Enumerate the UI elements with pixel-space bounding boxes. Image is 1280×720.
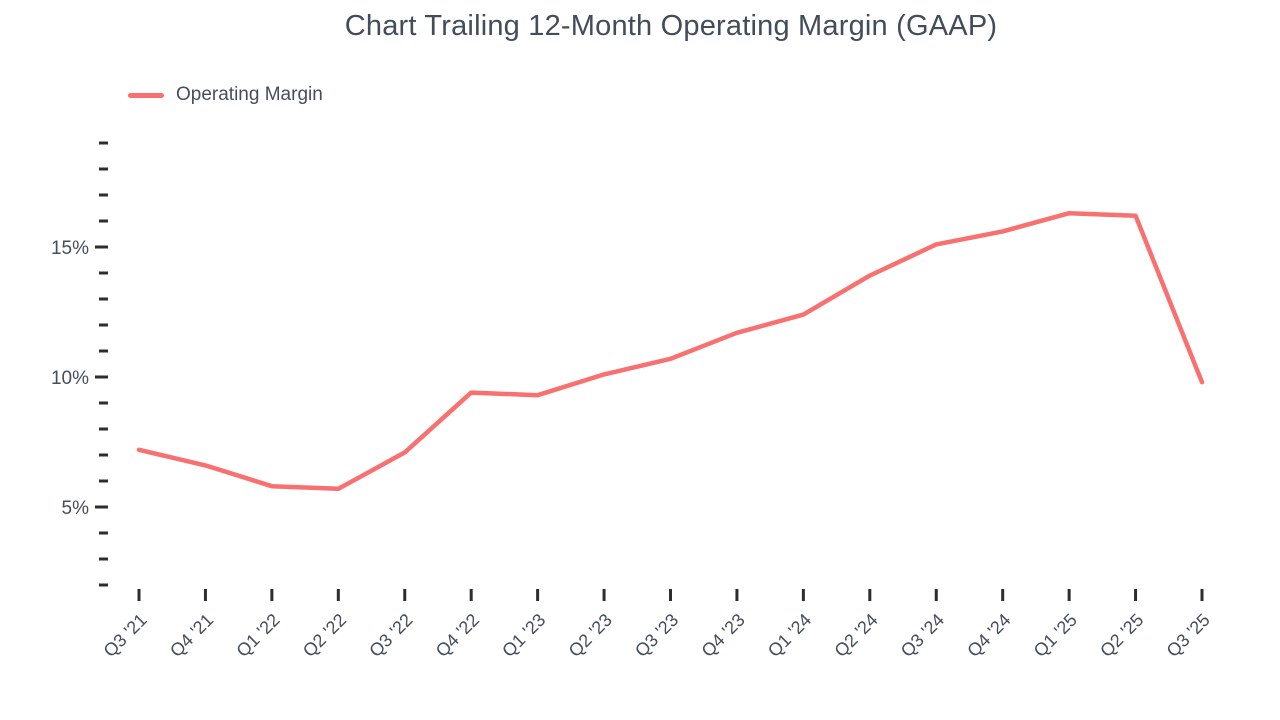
y-tick-label: 5% bbox=[62, 498, 90, 519]
y-tick-label: 15% bbox=[51, 238, 89, 259]
chart-title: Chart Trailing 12-Month Operating Margin… bbox=[344, 10, 998, 42]
x-tick-label: Q3 '22 bbox=[365, 610, 416, 661]
x-tick-label: Q4 '24 bbox=[963, 610, 1014, 661]
x-tick-label: Q3 '24 bbox=[897, 610, 948, 661]
operating-margin-line bbox=[136, 210, 1205, 492]
y-tick-label: 10% bbox=[51, 368, 89, 389]
x-tick-label: Q1 '23 bbox=[498, 610, 549, 661]
x-tick-label: Q1 '25 bbox=[1030, 610, 1081, 661]
x-tick-label: Q1 '24 bbox=[764, 610, 815, 661]
x-tick-label: Q2 '22 bbox=[299, 610, 350, 661]
x-tick-label: Q3 '21 bbox=[100, 610, 151, 661]
x-tick-label: Q4 '23 bbox=[698, 610, 749, 661]
legend-line-swatch bbox=[128, 92, 164, 98]
x-tick-label: Q2 '24 bbox=[830, 610, 881, 661]
x-tick-label: Q3 '25 bbox=[1163, 610, 1214, 661]
legend: Operating Margin bbox=[128, 84, 323, 106]
x-tick-label: Q4 '22 bbox=[432, 610, 483, 661]
x-tick-label: Q1 '22 bbox=[232, 610, 283, 661]
legend-item-label: Operating Margin bbox=[176, 84, 323, 105]
x-tick-label: Q2 '25 bbox=[1096, 610, 1147, 661]
x-tick-label: Q2 '23 bbox=[565, 610, 616, 661]
x-tick-label: Q3 '23 bbox=[631, 610, 682, 661]
x-tick-label: Q4 '21 bbox=[166, 610, 217, 661]
